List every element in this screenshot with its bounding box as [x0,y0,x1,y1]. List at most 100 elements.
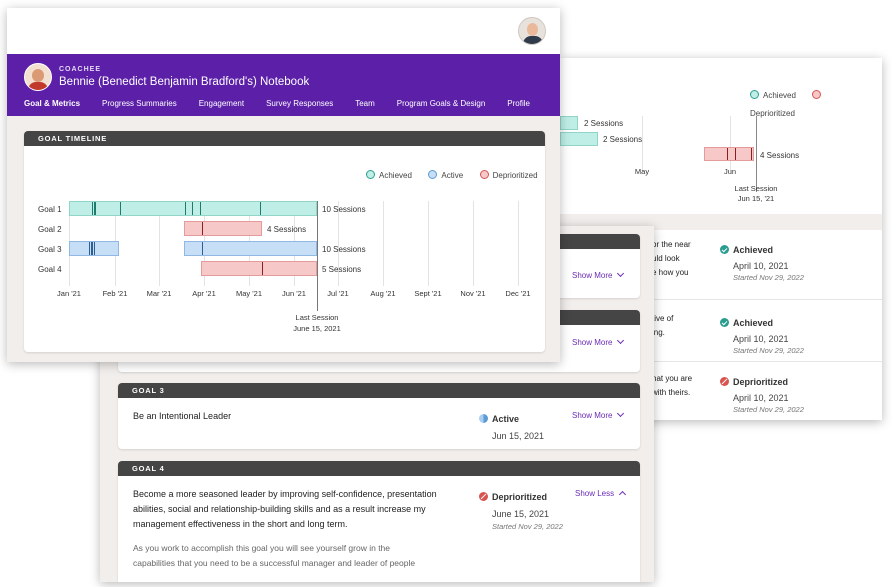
status-label: Deprioritized [492,492,548,502]
timeline-bar [560,116,578,130]
page-title: Bennie (Benedict Benjamin Bradford's) No… [59,76,310,88]
tab-engagement[interactable]: Engagement [198,99,245,108]
back-goal-row: tive of ing. Achieved April 10, 2021 Sta… [560,302,882,362]
month-tick-label: Jun '21 [282,289,306,298]
session-tick [262,262,264,275]
goal-row-label: Goal 1 [38,205,62,214]
top-bar [7,8,560,54]
month-tick-label: Mar '21 [146,289,172,298]
month-tick-label: Jun [723,167,737,176]
status-started: Started Nov 29, 2022 [733,405,804,414]
show-more-label: Show More [572,338,613,347]
back-goal-row: hat you are with theirs. Deprioritized A… [560,364,882,420]
status-label: Deprioritized [733,377,789,387]
timeline-bar [704,147,754,161]
gridline [473,201,474,286]
timeline-bar [184,241,317,256]
back-legend: Achieved Deprioritized [750,85,882,121]
tab-progress-summaries[interactable]: Progress Summaries [102,99,177,108]
status-date: Jun 15, 2021 [492,431,545,441]
month-tick-label: Nov '21 [460,289,486,298]
legend-active: Active [428,170,463,180]
back-legend-achieved: Achieved [750,90,796,100]
card-header: GOAL 4 [118,461,640,476]
session-tick [260,202,262,215]
sessions-label: 10 Sessions [322,245,366,254]
timeline-bar [560,132,598,146]
show-more-button[interactable]: Show More [572,409,625,420]
last-session-date: Jun 15, '21 [737,194,775,203]
tab-survey-responses[interactable]: Survey Responses [266,99,334,108]
deprioritized-icon [720,377,729,386]
chevron-down-icon [617,336,625,345]
status-started: Started Nov 29, 2022 [492,522,563,531]
goal-snippet: tive of ing. [652,312,673,340]
sessions-label: 10 Sessions [322,205,366,214]
month-tick-label: May '21 [235,289,263,298]
goal-status: Deprioritized June 15, 2021 Started Nov … [479,487,563,531]
session-tick [735,148,737,160]
month-tick-label: Feb '21 [102,289,128,298]
goal-timeline-card: GOAL TIMELINE Achieved Active Deprioriti… [24,131,545,352]
month-tick-label: Dec '21 [505,289,531,298]
month-tick-label: Aug '21 [370,289,396,298]
tab-team[interactable]: Team [355,99,375,108]
show-more-button[interactable]: Show More [572,336,625,347]
back-timeline-area: Achieved Deprioritized 2 Sessions 2 Sess… [560,58,882,214]
legend-label: Achieved [379,171,412,180]
achieved-dot-icon [366,170,375,179]
sessions-label: 2 Sessions [603,135,643,144]
last-session-label: Last Session [295,313,339,322]
chevron-down-icon [617,269,625,278]
face-icon [32,69,44,82]
session-tick [200,202,202,215]
legend-label: Achieved [763,91,796,100]
status-started: Started Nov 29, 2022 [733,346,804,355]
show-more-button[interactable]: Show More [572,269,625,280]
timeline-bar [69,201,317,216]
session-tick [202,242,204,255]
coachee-avatar [24,63,52,91]
timeline-bar [184,221,262,236]
last-session-date: June 15, 2021 [293,324,341,333]
back-panel: Achieved Deprioritized 2 Sessions 2 Sess… [560,58,882,420]
legend-deprioritized: Deprioritized [479,170,538,180]
achieved-icon [720,318,729,327]
session-tick [89,242,91,255]
sessions-label: 5 Sessions [322,265,362,274]
sessions-label: 4 Sessions [267,225,307,234]
gridline [518,201,519,286]
chevron-up-icon [619,490,627,499]
user-avatar[interactable] [518,17,546,45]
deprioritized-dot-icon [812,90,822,99]
month-tick-label: May [634,167,650,176]
timeline-chart: Jan '21 Feb '21 Mar '21 Apr '21 May '21 Jun '… [24,131,545,352]
achieved-dot-icon [750,90,759,99]
session-tick [92,242,94,255]
tab-goal-metrics[interactable]: Goal & Metrics [24,99,81,108]
notebook-header: COACHEE Bennie (Benedict Benjamin Bradfo… [7,54,560,116]
show-less-button[interactable]: Show Less [575,489,627,499]
session-tick [120,202,122,215]
gridline [383,201,384,286]
session-tick [192,202,194,215]
status-label: Achieved [733,318,774,328]
status-label: Active [492,414,520,424]
month-tick-label: Jan '21 [57,289,81,298]
gridline [159,201,160,286]
status-started: Started Nov 29, 2022 [733,273,804,282]
snippet-line: with theirs. [652,388,691,397]
tab-profile[interactable]: Profile [507,99,530,108]
legend-achieved: Achieved [366,170,412,180]
gridline [428,201,429,286]
back-legend-deprioritized: Deprioritized [750,90,825,118]
active-icon [479,414,488,423]
legend-label: Deprioritized [492,171,538,180]
status-date: April 10, 2021 [733,393,789,403]
snippet-line: ing. [652,328,665,337]
goal-row-label: Goal 4 [38,265,62,274]
goal-status: Achieved April 10, 2021 Started Nov 29, … [720,313,804,355]
last-session-line [756,116,758,192]
tab-program-goals-design[interactable]: Program Goals & Design [396,99,486,108]
nav-tabs: Goal & Metrics Progress Summaries Engage… [24,99,552,108]
